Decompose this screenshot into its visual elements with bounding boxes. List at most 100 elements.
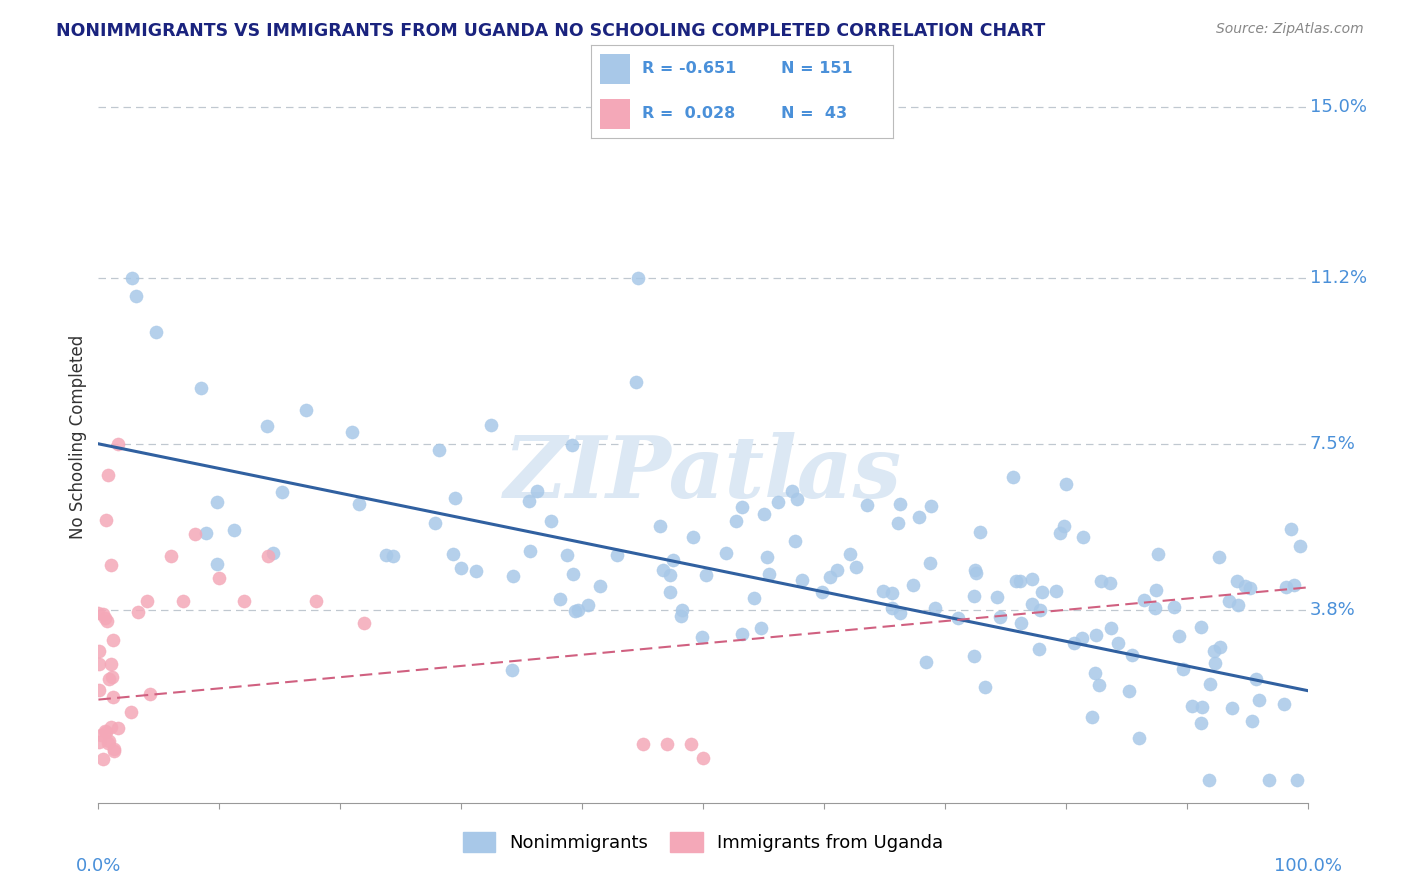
- Point: [270, 485, 292, 500]
- Point: [1107, 636, 1129, 650]
- Point: [749, 621, 772, 635]
- Point: [347, 498, 370, 512]
- Point: [425, 516, 447, 530]
- Point: [205, 557, 228, 571]
- Point: [1088, 678, 1111, 692]
- Point: [631, 738, 654, 752]
- Point: [1244, 672, 1267, 686]
- Legend: Nonimmigrants, Immigrants from Uganda: Nonimmigrants, Immigrants from Uganda: [456, 824, 950, 860]
- Point: [96, 615, 118, 629]
- Point: [1099, 621, 1122, 635]
- Point: [1147, 548, 1170, 562]
- Point: [1258, 773, 1281, 788]
- Point: [87, 735, 110, 749]
- Point: [606, 548, 628, 562]
- Point: [353, 616, 375, 631]
- Point: [103, 744, 125, 758]
- Point: [986, 590, 1008, 604]
- Point: [839, 548, 862, 562]
- Point: [184, 526, 207, 541]
- Point: [889, 497, 911, 511]
- Point: [1004, 574, 1026, 589]
- Point: [1063, 636, 1085, 650]
- Text: 100.0%: 100.0%: [1274, 856, 1341, 875]
- Point: [567, 603, 589, 617]
- Point: [1181, 698, 1204, 713]
- Point: [94, 611, 117, 625]
- Point: [305, 594, 328, 608]
- Point: [650, 519, 672, 533]
- Point: [97, 672, 120, 686]
- Point: [375, 548, 398, 562]
- Point: [208, 571, 231, 585]
- Point: [1031, 585, 1053, 599]
- Text: Source: ZipAtlas.com: Source: ZipAtlas.com: [1216, 22, 1364, 37]
- Point: [94, 724, 117, 739]
- Point: [1189, 620, 1212, 634]
- Point: [742, 591, 765, 605]
- Point: [655, 738, 678, 752]
- Point: [1204, 656, 1226, 670]
- Point: [1204, 644, 1226, 658]
- Point: [256, 418, 278, 433]
- Point: [501, 663, 523, 677]
- Point: [205, 495, 228, 509]
- Point: [658, 567, 681, 582]
- Point: [1275, 580, 1298, 594]
- Point: [920, 556, 942, 570]
- Point: [692, 751, 714, 765]
- Point: [731, 500, 754, 514]
- Point: [224, 524, 246, 538]
- Point: [1052, 518, 1074, 533]
- Point: [555, 548, 578, 562]
- Point: [1198, 773, 1220, 788]
- Point: [1247, 693, 1270, 707]
- Point: [548, 591, 571, 606]
- Point: [103, 741, 125, 756]
- Point: [758, 567, 780, 582]
- Point: [652, 564, 675, 578]
- Point: [1226, 574, 1249, 588]
- Point: [519, 544, 541, 558]
- Point: [589, 579, 612, 593]
- Bar: [599, 54, 630, 84]
- Point: [963, 563, 986, 577]
- Point: [190, 381, 212, 395]
- Point: [1284, 578, 1306, 592]
- Point: [818, 569, 841, 583]
- Point: [87, 644, 110, 658]
- Point: [1209, 640, 1232, 654]
- Point: [540, 515, 562, 529]
- Point: [1021, 598, 1043, 612]
- Point: [97, 736, 120, 750]
- Point: [1098, 575, 1121, 590]
- Point: [172, 594, 194, 608]
- Point: [96, 468, 118, 483]
- Point: [101, 632, 124, 647]
- Point: [526, 483, 548, 498]
- Point: [1239, 582, 1261, 596]
- Point: [256, 549, 278, 563]
- Text: 11.2%: 11.2%: [1310, 268, 1367, 287]
- Point: [962, 589, 984, 603]
- Point: [87, 682, 110, 697]
- Point: [91, 607, 114, 621]
- Point: [1054, 476, 1077, 491]
- Point: [160, 549, 183, 563]
- Point: [1226, 599, 1249, 613]
- Point: [479, 418, 502, 433]
- Point: [1163, 600, 1185, 615]
- Point: [145, 325, 167, 339]
- Point: [1144, 583, 1167, 598]
- Point: [262, 546, 284, 560]
- Point: [107, 437, 129, 451]
- Point: [725, 514, 748, 528]
- Point: [381, 549, 404, 563]
- Point: [627, 270, 650, 285]
- Point: [662, 553, 685, 567]
- Text: 0.0%: 0.0%: [76, 856, 121, 875]
- Point: [965, 566, 987, 580]
- Point: [443, 491, 465, 506]
- Point: [138, 687, 160, 701]
- Point: [907, 509, 929, 524]
